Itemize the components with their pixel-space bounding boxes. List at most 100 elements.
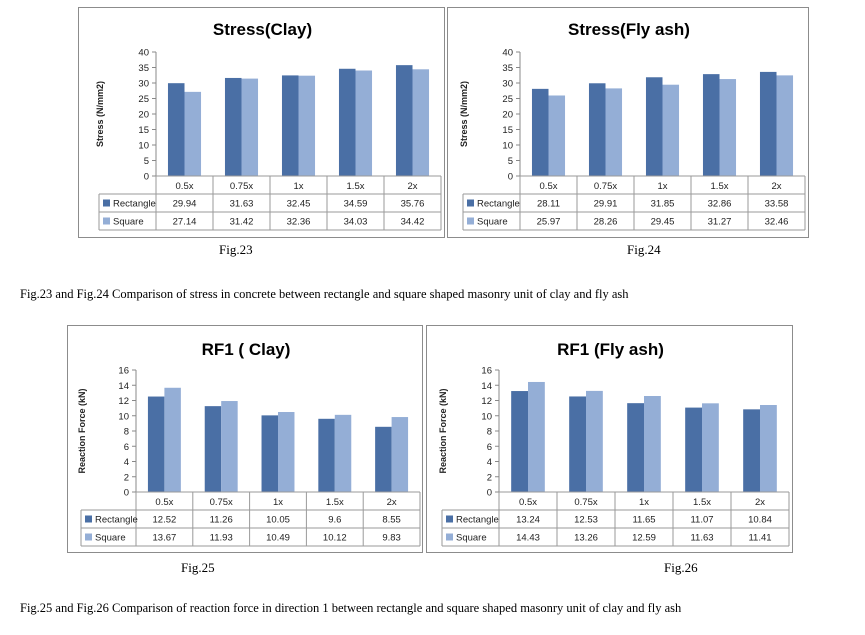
y-tick-label: 40 <box>138 48 149 59</box>
legend-key-rectangle <box>103 199 110 207</box>
chart-title: Stress(Fly ash) <box>568 20 690 39</box>
chart-svg-2: RF1 ( Clay) 0 2 4 6 8 10 12 14 16 Reaction Force (… <box>77 340 421 547</box>
category-label: 0.5x <box>176 181 194 192</box>
category-label: 0.75x <box>574 497 597 508</box>
legend-key-square <box>467 217 474 225</box>
bar-rectangle-0.5x <box>147 396 165 492</box>
chart-rf1-clay: RF1 ( Clay) 0 2 4 6 8 10 12 14 16 Reaction Force (… <box>67 325 423 553</box>
y-tick-label: 10 <box>481 411 492 422</box>
y-tick-label: 15 <box>502 125 513 136</box>
chart-rf1-flyash: RF1 (Fly ash) 0 2 4 6 8 10 12 14 16 Reaction Force… <box>426 325 793 553</box>
category-label: 2x <box>771 181 781 192</box>
bar-rectangle-0.5x <box>167 83 185 176</box>
bar-rectangle-0.75x <box>224 77 242 176</box>
data-label: 11.93 <box>210 533 233 544</box>
data-label: 11.41 <box>748 533 771 544</box>
category-label: 0.5x <box>540 181 558 192</box>
chart-svg-1: Stress(Fly ash) 0 5 10 15 20 25 30 35 40 Stress (N… <box>459 20 806 231</box>
chart-title: Stress(Clay) <box>213 20 312 39</box>
y-tick-label: 4 <box>124 457 129 468</box>
bar-rectangle-0.75x <box>569 396 586 492</box>
bar-square-0.75x <box>586 390 603 492</box>
legend-label-square: Square <box>477 217 508 228</box>
y-tick-label: 12 <box>481 396 492 407</box>
chart-title: RF1 ( Clay) <box>202 340 291 359</box>
y-tick-label: 35 <box>502 63 513 74</box>
data-label: 32.45 <box>287 199 311 210</box>
bar-rectangle-2x <box>395 65 413 176</box>
bar-square-0.5x <box>548 95 566 176</box>
data-label: 12.53 <box>574 515 598 526</box>
data-label: 35.76 <box>401 199 425 210</box>
legend-key-square <box>85 533 92 541</box>
bar-rectangle-1.5x <box>702 74 720 176</box>
bar-rectangle-1.5x <box>318 418 335 492</box>
bar-rectangle-1x <box>261 415 278 492</box>
category-label: 0.5x <box>155 497 173 508</box>
bar-rectangle-2x <box>759 71 777 176</box>
legend-label-square: Square <box>456 533 487 544</box>
y-tick-label: 0 <box>508 172 513 183</box>
data-label: 10.12 <box>323 533 347 544</box>
data-label: 13.24 <box>516 515 540 526</box>
bar-square-1.5x <box>719 79 737 176</box>
legend-label-rectangle: Rectangle <box>456 515 499 526</box>
data-label: 13.67 <box>153 533 177 544</box>
y-tick-label: 10 <box>138 141 149 152</box>
data-label: 34.42 <box>401 217 425 228</box>
bar-rectangle-1x <box>627 403 644 492</box>
data-label: 9.83 <box>382 533 401 544</box>
bar-square-2x <box>391 417 409 492</box>
data-label: 11.07 <box>690 515 713 526</box>
data-label: 12.59 <box>632 533 656 544</box>
y-tick-label: 6 <box>124 442 129 453</box>
fig25-label: Fig.25 <box>181 560 215 575</box>
fig26-label: Fig.26 <box>664 560 698 575</box>
y-tick-label: 10 <box>502 141 513 152</box>
data-label: 11.63 <box>690 533 713 544</box>
y-tick-label: 14 <box>118 381 129 392</box>
data-label: 32.46 <box>765 217 789 228</box>
y-tick-label: 40 <box>502 48 513 59</box>
data-label: 32.86 <box>708 199 732 210</box>
bar-square-0.75x <box>221 401 238 492</box>
data-label: 9.6 <box>328 515 341 526</box>
bar-square-2x <box>412 69 430 176</box>
legend-label-rectangle: Rectangle <box>95 515 138 526</box>
y-tick-label: 30 <box>138 79 149 90</box>
data-label: 25.97 <box>537 217 561 228</box>
category-label: 1.5x <box>347 181 365 192</box>
y-tick-label: 0 <box>144 172 149 183</box>
bar-rectangle-1.5x <box>685 407 702 492</box>
legend-key-square <box>446 533 453 541</box>
bar-square-0.5x <box>528 381 545 492</box>
bar-square-1.5x <box>702 403 719 492</box>
y-tick-label: 25 <box>138 94 149 105</box>
category-label: 1x <box>657 181 667 192</box>
y-axis-label: Reaction Force (kN) <box>77 388 87 473</box>
bar-square-0.75x <box>241 78 259 176</box>
y-tick-label: 5 <box>508 156 513 167</box>
category-label: 2x <box>387 497 397 508</box>
data-label: 12.52 <box>153 515 177 526</box>
data-label: 29.45 <box>651 217 675 228</box>
y-axis-label: Reaction Force (kN) <box>438 388 448 473</box>
category-label: 2x <box>407 181 417 192</box>
data-label: 34.03 <box>344 217 368 228</box>
bar-rectangle-0.75x <box>204 406 222 492</box>
bar-square-1x <box>298 75 316 176</box>
y-tick-label: 4 <box>487 457 492 468</box>
category-label: 2x <box>755 497 765 508</box>
y-tick-label: 35 <box>138 63 149 74</box>
chart-title: RF1 (Fly ash) <box>557 340 664 359</box>
category-label: 0.75x <box>210 497 233 508</box>
bar-square-1x <box>278 412 295 492</box>
data-label: 32.36 <box>287 217 311 228</box>
bar-square-2x <box>776 75 794 176</box>
bar-rectangle-1x <box>281 75 299 176</box>
caption-top: Fig.23 and Fig.24 Comparison of stress i… <box>20 287 629 301</box>
data-label: 34.59 <box>344 199 368 210</box>
category-label: 0.75x <box>594 181 617 192</box>
y-axis-label: Stress (N/mm2) <box>459 81 469 147</box>
y-tick-label: 16 <box>481 366 492 377</box>
